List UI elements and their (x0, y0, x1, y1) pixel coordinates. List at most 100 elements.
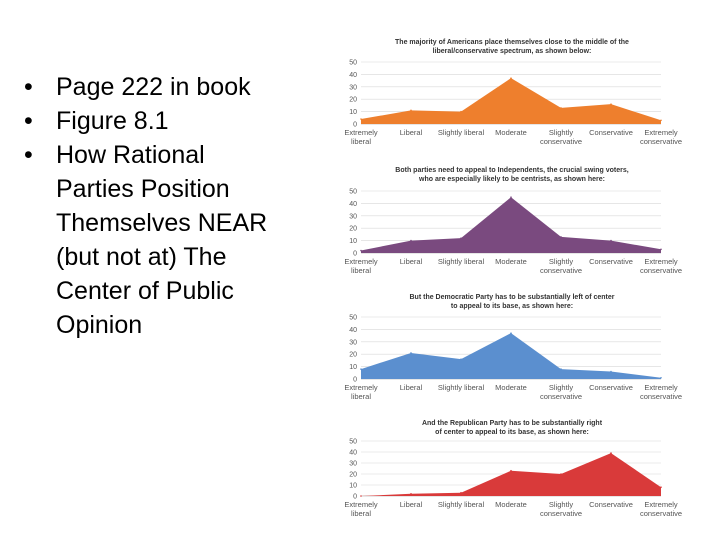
y-tick-label: 30 (349, 84, 357, 91)
x-tick-label: Slightly (549, 128, 573, 137)
chart-title-line: of center to appeal to its base, as show… (435, 429, 589, 436)
y-tick-label: 0 (353, 122, 357, 129)
chart-title-line: But the Democratic Party has to be subst… (410, 294, 615, 301)
data-point (560, 236, 562, 238)
data-point (410, 493, 412, 495)
x-tick-label: Moderate (495, 257, 527, 266)
bullet-list: Page 222 in book Figure 8.1 How Rational… (20, 70, 280, 342)
x-tick-label: conservative (540, 509, 582, 518)
x-tick-label: Slightly liberal (438, 257, 485, 266)
data-point (360, 495, 362, 497)
x-tick-label: Moderate (495, 128, 527, 137)
data-point (360, 368, 362, 370)
data-point (610, 370, 612, 373)
x-tick-label: Extremely (644, 500, 678, 509)
data-point (460, 237, 462, 239)
series-area (361, 78, 661, 124)
x-tick-label: Slightly liberal (438, 500, 485, 509)
x-tick-label: Extremely (644, 383, 678, 392)
x-tick-label: Slightly (549, 500, 573, 509)
x-tick-label: Extremely (644, 257, 678, 266)
x-tick-label: Extremely (344, 257, 378, 266)
x-tick-label: Extremely (344, 500, 378, 509)
x-tick-label: Slightly liberal (438, 383, 485, 392)
x-tick-label: Slightly (549, 383, 573, 392)
x-tick-label: Liberal (400, 128, 423, 137)
data-point (360, 118, 362, 120)
y-tick-label: 20 (349, 97, 357, 104)
chart-title-line: to appeal to its base, as shown here: (451, 303, 573, 310)
y-tick-label: 10 (349, 109, 357, 116)
data-point (660, 376, 662, 379)
x-tick-label: Liberal (400, 383, 423, 392)
y-tick-label: 0 (353, 251, 357, 258)
y-tick-label: 40 (349, 72, 357, 79)
data-point (460, 491, 462, 494)
bullet-item: How Rational Parties Position Themselves… (20, 138, 280, 342)
x-tick-label: conservative (640, 266, 682, 275)
x-tick-label: Extremely (344, 383, 378, 392)
data-point (660, 486, 662, 489)
x-tick-label: Slightly (549, 257, 573, 266)
chart-4: And the Republican Party has to be subst… (344, 420, 682, 518)
data-point (660, 248, 662, 251)
y-tick-label: 50 (349, 315, 357, 322)
data-point (610, 103, 612, 105)
x-tick-label: Liberal (400, 500, 423, 509)
data-point (410, 352, 412, 354)
chart-1: The majority of Americans place themselv… (344, 39, 682, 146)
chart-title-line: liberal/conservative spectrum, as shown … (433, 48, 592, 55)
data-point (560, 368, 562, 370)
x-tick-label: liberal (351, 392, 371, 401)
chart-title-line: The majority of Americans place themselv… (395, 39, 629, 46)
y-tick-label: 30 (349, 213, 357, 220)
x-tick-label: liberal (351, 137, 371, 146)
bullet-item: Page 222 in book (20, 70, 280, 104)
x-tick-label: Liberal (400, 257, 423, 266)
chart-2: Both parties need to appeal to Independe… (344, 167, 682, 275)
data-point (510, 332, 512, 334)
x-tick-label: conservative (640, 137, 682, 146)
chart-title-line: Both parties need to appeal to Independe… (395, 167, 628, 174)
y-tick-label: 10 (349, 364, 357, 371)
y-tick-label: 30 (349, 461, 357, 468)
x-tick-label: Extremely (344, 128, 378, 137)
y-tick-label: 50 (349, 439, 357, 446)
series-area (361, 197, 661, 253)
y-tick-label: 20 (349, 472, 357, 479)
data-point (460, 110, 462, 113)
y-tick-label: 30 (349, 339, 357, 346)
data-point (560, 473, 562, 475)
x-tick-label: Slightly liberal (438, 128, 485, 137)
x-tick-label: Moderate (495, 383, 527, 392)
x-tick-label: conservative (640, 392, 682, 401)
data-point (510, 77, 512, 79)
x-tick-label: conservative (540, 137, 582, 146)
x-tick-label: Conservative (589, 383, 633, 392)
y-tick-label: 0 (353, 494, 357, 501)
y-tick-label: 0 (353, 377, 357, 384)
data-point (510, 196, 512, 198)
bullet-item: Figure 8.1 (20, 104, 280, 138)
data-point (360, 249, 362, 252)
chart-title-line: And the Republican Party has to be subst… (422, 420, 603, 427)
x-tick-label: conservative (640, 509, 682, 518)
y-tick-label: 50 (349, 189, 357, 196)
y-tick-label: 10 (349, 483, 357, 490)
series-area (361, 453, 661, 496)
y-tick-label: 40 (349, 201, 357, 208)
data-point (460, 358, 462, 360)
x-tick-label: liberal (351, 266, 371, 275)
data-point (610, 239, 612, 242)
data-point (510, 469, 512, 472)
data-point (610, 452, 612, 454)
data-point (660, 119, 662, 122)
series-area (361, 333, 661, 379)
x-tick-label: conservative (540, 266, 582, 275)
y-tick-label: 20 (349, 226, 357, 233)
chart-3: But the Democratic Party has to be subst… (344, 294, 682, 401)
y-tick-label: 50 (349, 60, 357, 67)
data-point (560, 107, 562, 109)
x-tick-label: Moderate (495, 500, 527, 509)
